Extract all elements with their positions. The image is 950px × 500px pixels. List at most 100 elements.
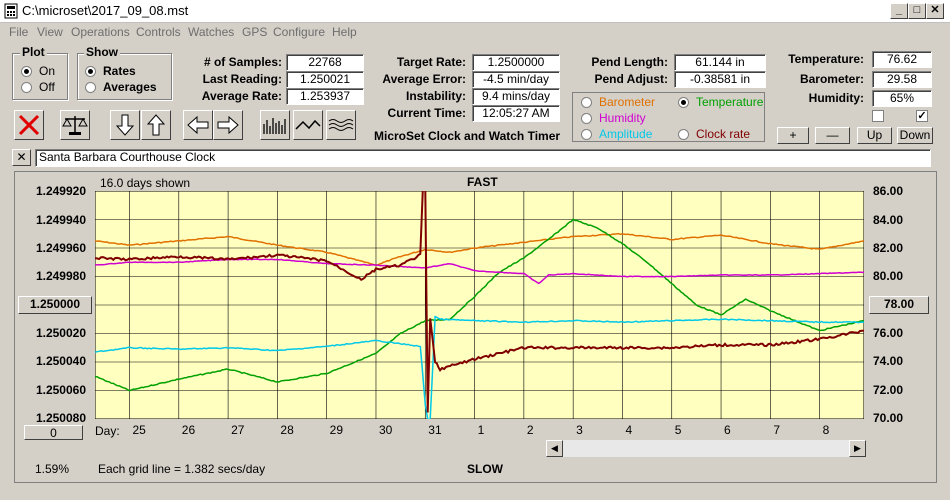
balance-scale-icon	[62, 116, 88, 135]
x-tick-label: 5	[674, 423, 682, 437]
current-time-field: 12:05:27 AM	[472, 105, 560, 122]
plot-off-label: Off	[39, 80, 55, 94]
center-rate-button[interactable]: 1.250000	[18, 296, 92, 314]
sensor-amplitude-label: Amplitude	[599, 127, 653, 141]
menu-gps[interactable]: GPS	[242, 25, 268, 39]
instability-field: 9.4 mins/day	[472, 88, 560, 105]
app-title: MicroSet Clock and Watch Timer	[374, 129, 561, 143]
sensor-amplitude-radio[interactable]	[581, 129, 592, 140]
pend-adjust-field: -0.38581 in	[674, 71, 766, 88]
sensor-barometer-label: Barometer	[599, 95, 656, 109]
checkbox-2[interactable]: ✓	[916, 110, 928, 122]
minimize-button[interactable]: _	[890, 3, 908, 19]
y-left-tick: 1.249980	[35, 269, 86, 283]
average-error-label: Average Error:	[382, 72, 466, 86]
show-averages-radio[interactable]	[85, 82, 96, 93]
average-rate-label: Average Rate:	[201, 89, 282, 103]
line-graph-button[interactable]	[293, 110, 323, 140]
timeline-scrollbar[interactable]: ◀ ▶	[546, 440, 866, 457]
x-tick-label: 3	[576, 423, 583, 437]
day-label: Day:	[95, 424, 120, 438]
scale-plus-button[interactable]: +	[777, 127, 809, 144]
y-left-tick: 1.249920	[35, 184, 86, 198]
plot-on-label: On	[39, 64, 56, 78]
center-temp-button[interactable]: 78.00	[869, 296, 929, 314]
y-right-tick: 70.00	[873, 411, 904, 425]
menu-operations[interactable]: Operations	[71, 25, 130, 39]
humidity-field: 65%	[872, 90, 932, 107]
menu-help[interactable]: Help	[332, 25, 357, 39]
sensor-temperature-radio[interactable]	[678, 97, 689, 108]
temperature-label: Temperature:	[788, 52, 864, 66]
instability-label: Instability:	[405, 89, 466, 103]
target-rate-field[interactable]: 1.2500000	[472, 54, 560, 71]
x-tick-label: 8	[822, 423, 830, 437]
zero-button[interactable]: 0	[24, 425, 83, 440]
bar-graph-button[interactable]	[260, 110, 290, 140]
sensor-humidity-label: Humidity	[599, 111, 646, 125]
arrow-up-icon	[146, 114, 166, 136]
clear-button[interactable]	[14, 110, 44, 140]
scale-up-button[interactable]: Up	[857, 127, 892, 144]
arrow-left-button[interactable]	[183, 110, 213, 140]
menu-file[interactable]: File	[9, 25, 29, 39]
clock-name-input[interactable]: Santa Barbara Courthouse Clock	[35, 149, 931, 167]
title-bar: C:\microset\2017_09_08.mst _ □ ✕	[0, 0, 950, 23]
scale-minus-button[interactable]: —	[815, 127, 850, 144]
maximize-button[interactable]: □	[908, 3, 926, 19]
menu-bar: File View Operations Controls Watches GP…	[0, 22, 950, 42]
y-left-tick: 1.249960	[35, 241, 86, 255]
pend-length-field[interactable]: 61.144 in	[674, 54, 766, 71]
sensor-barometer-radio[interactable]	[581, 97, 592, 108]
barometer-field: 29.58	[872, 71, 932, 88]
sensor-selector	[572, 92, 765, 142]
arrow-right-button[interactable]	[213, 110, 243, 140]
x-tick-label: 29	[329, 423, 344, 437]
checkbox-1[interactable]	[872, 110, 884, 122]
menu-watches[interactable]: Watches	[188, 25, 235, 39]
bar-graph-icon	[263, 118, 286, 134]
arrow-up-button[interactable]	[141, 110, 171, 140]
slow-label: SLOW	[467, 462, 503, 476]
plot-off-radio[interactable]	[21, 82, 32, 93]
line-graph-icon	[295, 119, 321, 130]
balance-button[interactable]	[60, 110, 90, 140]
window-title: C:\microset\2017_09_08.mst	[22, 3, 189, 18]
close-button[interactable]: ✕	[926, 3, 944, 19]
scroll-left-button[interactable]: ◀	[546, 440, 563, 457]
clear-name-button[interactable]: ✕	[12, 149, 31, 166]
red-x-icon	[18, 114, 40, 136]
humidity-label: Humidity:	[808, 91, 864, 105]
arrow-down-button[interactable]	[110, 110, 140, 140]
show-rates-label: Rates	[103, 64, 136, 78]
scale-down-button[interactable]: Down	[897, 127, 933, 144]
x-tick-label: 4	[625, 423, 633, 437]
menu-configure[interactable]: Configure	[273, 25, 326, 39]
arrow-down-icon	[115, 114, 135, 136]
x-tick-label: 30	[378, 423, 393, 437]
pend-length-label: Pend Length:	[591, 55, 668, 69]
x-tick-label: 2	[526, 423, 534, 437]
menu-controls[interactable]: Controls	[136, 25, 181, 39]
x-tick-label: 1	[477, 423, 485, 437]
sensor-humidity-radio[interactable]	[581, 113, 592, 124]
menu-view[interactable]: View	[37, 25, 63, 39]
chart-plot-area	[95, 191, 864, 419]
samples-label: # of Samples:	[203, 55, 282, 69]
x-tick-label: 7	[773, 423, 781, 437]
days-shown-label: 16.0 days shown	[100, 176, 191, 190]
show-rates-radio[interactable]	[85, 66, 96, 77]
x-tick-label: 28	[280, 423, 294, 437]
y-left-tick: 1.250080	[35, 411, 86, 425]
fast-label: FAST	[467, 175, 498, 189]
chart-panel	[14, 171, 937, 483]
plot-on-radio[interactable]	[21, 66, 32, 77]
current-time-label: Current Time:	[387, 106, 466, 120]
sensor-clock-rate-radio[interactable]	[678, 129, 689, 140]
app-icon	[4, 3, 18, 19]
show-group-title: Show	[84, 45, 120, 59]
sensor-clock-rate-label: Clock rate	[696, 127, 751, 141]
smooth-graph-button[interactable]	[326, 110, 356, 140]
scroll-right-button[interactable]: ▶	[849, 440, 866, 457]
y-left-tick: 1.250040	[35, 354, 86, 368]
